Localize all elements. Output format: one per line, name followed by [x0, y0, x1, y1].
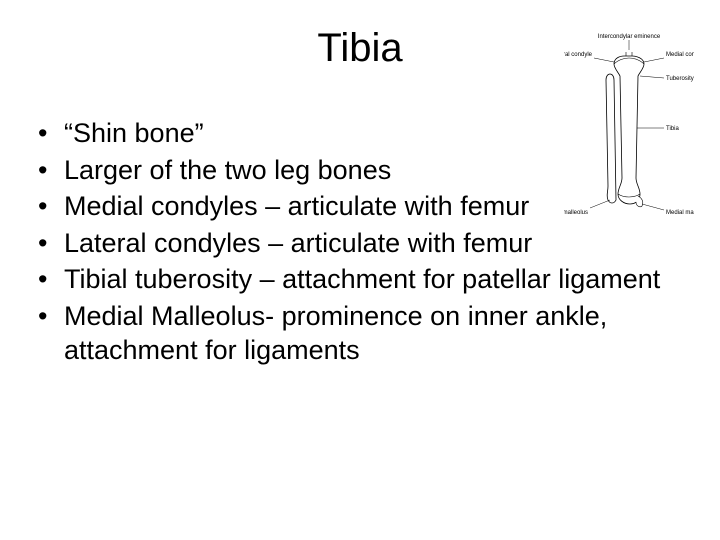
bullet-item: Medial condyles – articulate with femur	[34, 189, 674, 224]
bullet-text: “Shin bone”	[64, 118, 204, 148]
bullet-text: Tibial tuberosity – attachment for patel…	[64, 264, 660, 294]
bullet-text: Larger of the two leg bones	[64, 155, 391, 185]
bullet-item: Larger of the two leg bones	[34, 153, 674, 188]
diagram-label-tuberosity: Tuberosity	[666, 76, 694, 82]
diagram-label-medial-condyle: Medial condyle	[666, 52, 694, 58]
bullet-item: “Shin bone”	[34, 116, 674, 151]
bullet-item: Tibial tuberosity – attachment for patel…	[34, 262, 674, 297]
bullet-item: Medial Malleolus- prominence on inner an…	[34, 299, 674, 368]
bullet-item: Lateral condyles – articulate with femur	[34, 226, 674, 261]
bullet-text: Lateral condyles – articulate with femur	[64, 228, 532, 258]
bullet-list: “Shin bone” Larger of the two leg bones …	[34, 116, 674, 370]
bullet-text: Medial Malleolus- prominence on inner an…	[64, 301, 607, 366]
diagram-label-top: Intercondylar eminence	[598, 34, 661, 40]
diagram-label-lateral-condyle: Lateral condyle	[564, 52, 593, 58]
bullet-text: Medial condyles – articulate with femur	[64, 191, 529, 221]
slide: Tibia Intercondylar eminence Lateral	[0, 0, 720, 540]
